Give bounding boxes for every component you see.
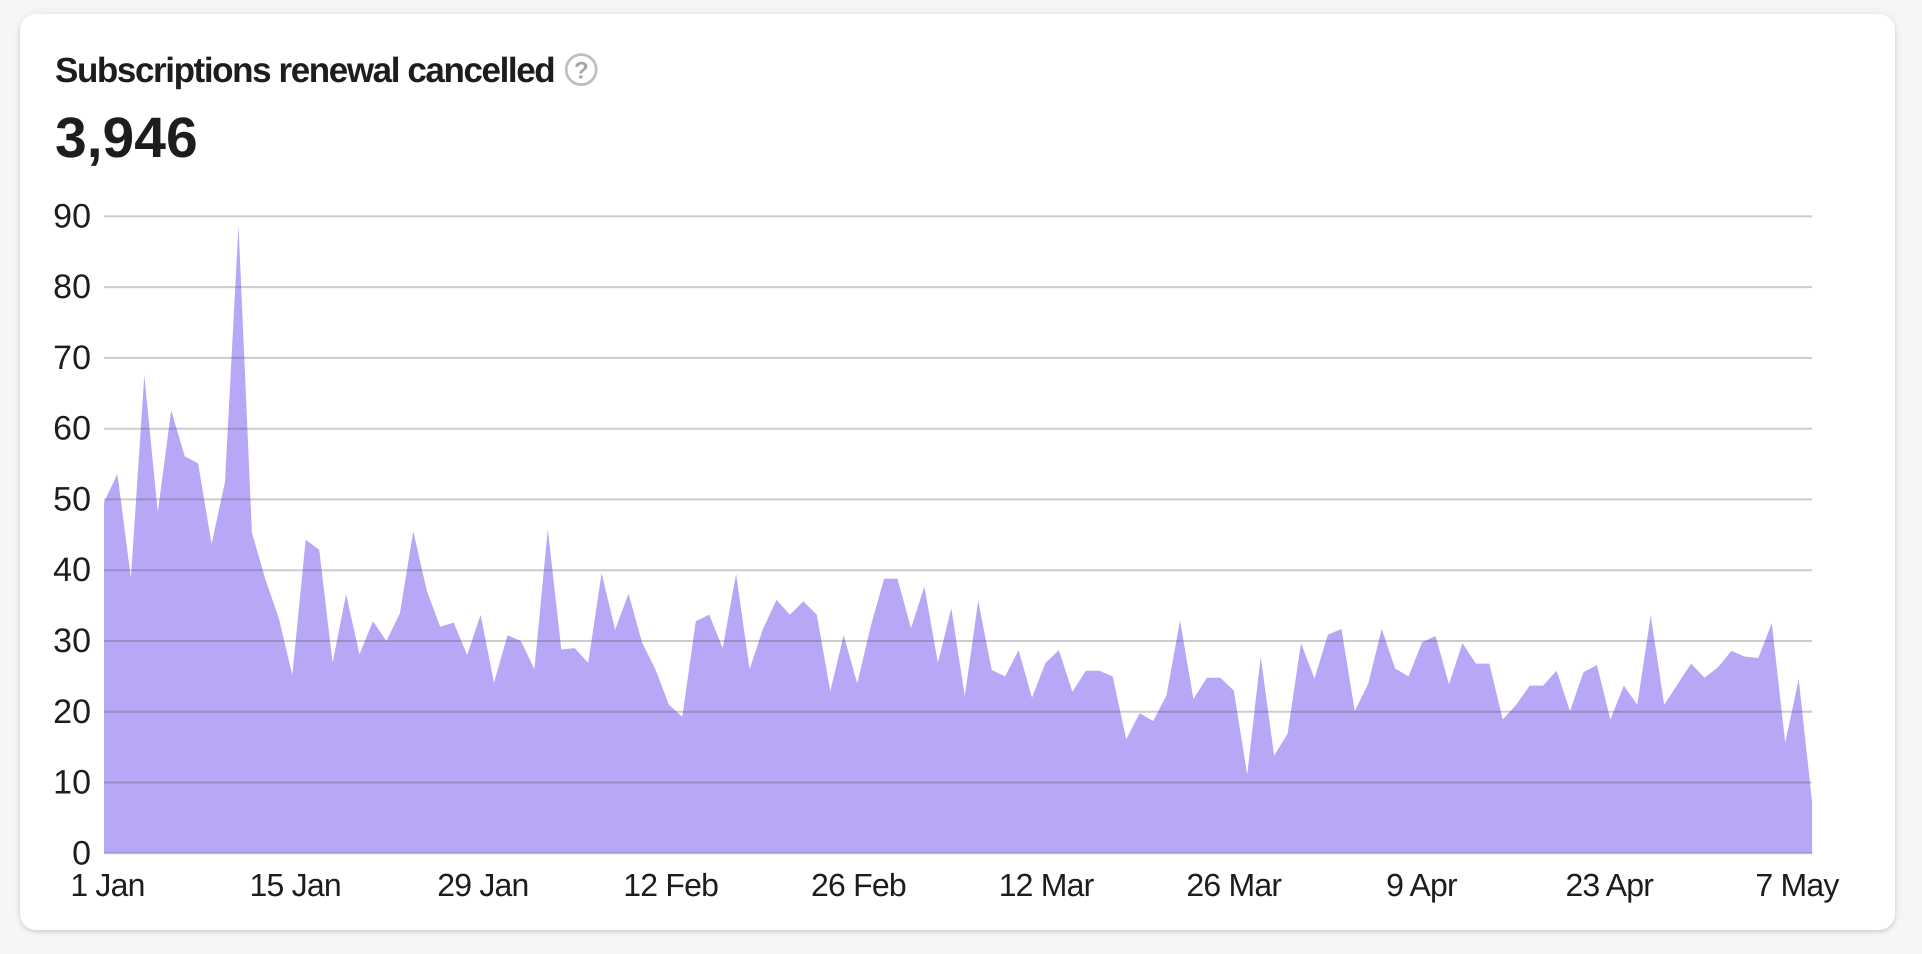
svg-text:12 Mar: 12 Mar (999, 867, 1095, 903)
svg-text:3,946: 3,946 (55, 106, 198, 170)
svg-text:70: 70 (53, 339, 91, 377)
svg-text:26 Mar: 26 Mar (1186, 867, 1282, 903)
svg-text:9 Apr: 9 Apr (1386, 867, 1458, 903)
svg-text:?: ? (574, 58, 589, 85)
svg-text:1 Jan: 1 Jan (70, 867, 144, 903)
svg-text:7 May: 7 May (1755, 867, 1839, 903)
svg-text:60: 60 (53, 410, 91, 448)
svg-text:12 Feb: 12 Feb (623, 867, 718, 903)
svg-text:40: 40 (53, 551, 91, 589)
svg-text:80: 80 (53, 268, 91, 306)
svg-text:15 Jan: 15 Jan (250, 867, 341, 903)
svg-text:0: 0 (72, 834, 91, 872)
svg-text:23 Apr: 23 Apr (1565, 867, 1654, 903)
svg-text:29 Jan: 29 Jan (437, 867, 528, 903)
svg-text:30: 30 (53, 622, 91, 660)
svg-text:Subscriptions renewal cancelle: Subscriptions renewal cancelled (55, 51, 554, 90)
svg-text:90: 90 (53, 197, 91, 235)
svg-text:20: 20 (53, 693, 91, 731)
svg-text:50: 50 (53, 480, 91, 518)
svg-text:10: 10 (53, 764, 91, 802)
svg-text:26 Feb: 26 Feb (811, 867, 906, 903)
